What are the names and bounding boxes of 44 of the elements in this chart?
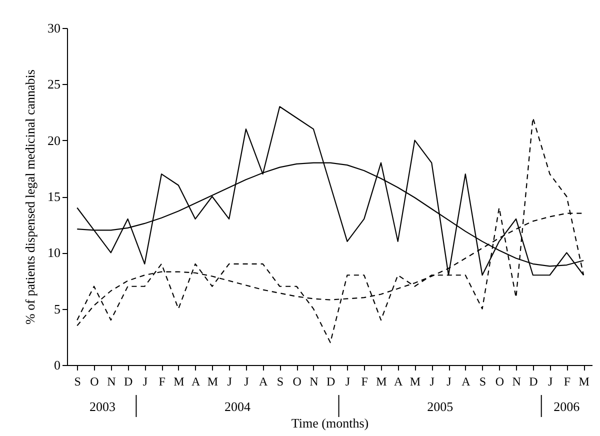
x-tick-label: M — [578, 374, 590, 388]
x-tick-label: D — [326, 374, 336, 388]
x-tick-label: S — [74, 374, 81, 388]
text: 2005 — [427, 399, 454, 414]
x-tick-label: O — [292, 374, 302, 388]
x-tick-label: A — [394, 374, 404, 388]
x-tick-label: J — [345, 374, 350, 388]
x-tick-label: M — [207, 374, 218, 388]
x-tick-label: J — [142, 374, 148, 388]
x-tick-label: M — [376, 374, 388, 388]
text: 2006 — [554, 399, 580, 414]
x-tick-label: J — [446, 374, 452, 388]
x-tick-label: O — [495, 374, 504, 388]
y-axis-title: % of patients dispensed legal medicinal cannabis — [22, 70, 38, 324]
x-tick-label: D — [124, 374, 133, 388]
x-tick-label: D — [529, 374, 538, 388]
x-tick-label: J — [548, 374, 553, 388]
x-tick-label: M — [410, 374, 421, 388]
x-tick-label: N — [107, 374, 116, 388]
x-tick-label: A — [258, 374, 268, 388]
text: 2004 — [224, 399, 251, 414]
x-axis-title: Time (months) — [291, 416, 369, 430]
x-tick-label: J — [227, 374, 232, 388]
x-tick-label: S — [479, 374, 486, 388]
x-tick-label: S — [276, 374, 284, 388]
y-tick-label: 30 — [48, 20, 60, 36]
x-tick-label: F — [158, 374, 166, 388]
y-tick-label: 20 — [48, 132, 60, 148]
x-tick-label: F — [564, 374, 571, 388]
text: 2003 — [89, 399, 116, 414]
x-tick-label: A — [191, 374, 200, 388]
x-tick-label: A — [462, 374, 471, 388]
y-tick-label: 15 — [48, 189, 60, 204]
y-tick-label: 5 — [54, 301, 60, 316]
y-tick-label: 0 — [54, 358, 60, 372]
x-tick-label: J — [430, 374, 435, 388]
x-tick-label: J — [244, 374, 250, 388]
x-tick-label: M — [174, 374, 185, 388]
x-tick-label: N — [512, 374, 522, 388]
y-tick-label: 10 — [48, 245, 60, 260]
y-tick-label: 25 — [48, 76, 60, 92]
x-tick-label: F — [361, 374, 368, 388]
x-tick-label: N — [310, 374, 319, 388]
x-tick-label: O — [90, 374, 100, 388]
